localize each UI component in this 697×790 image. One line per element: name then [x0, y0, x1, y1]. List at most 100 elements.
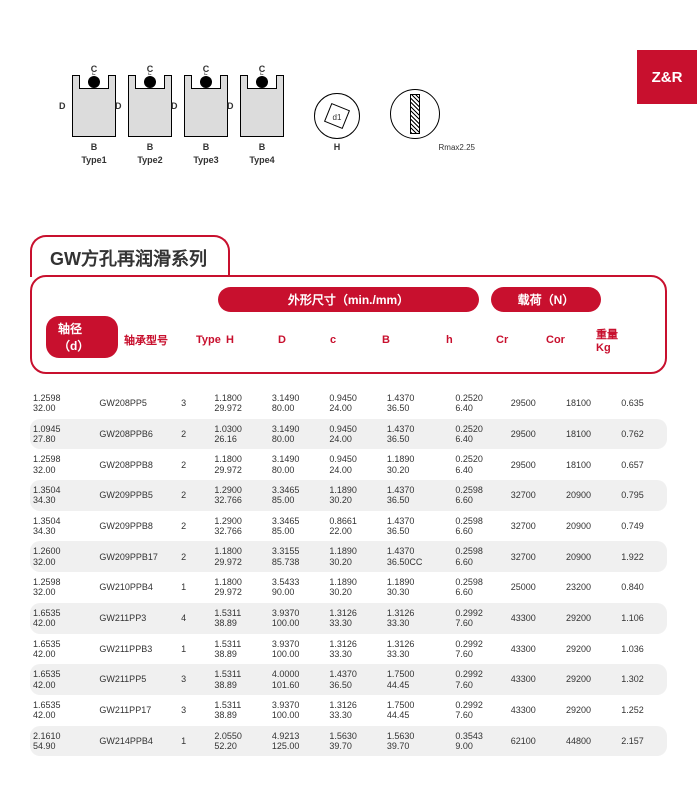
- cell-h: 0.2520 6.40: [452, 449, 507, 480]
- cell-H: 1.1800 29.972: [211, 572, 269, 603]
- cell-h: 0.2598 6.60: [452, 480, 507, 511]
- cell-Cr: 43300: [508, 603, 563, 634]
- cell-d: 2.1610 54.90: [30, 726, 96, 757]
- cell-Cr: 29500: [508, 419, 563, 450]
- cell-model: GW209PPB5: [96, 480, 178, 511]
- cell-model: GW208PPB6: [96, 419, 178, 450]
- cell-D: 4.9213 125.00: [269, 726, 327, 757]
- label-rmax: Rmax2.25: [439, 143, 475, 152]
- cell-model: GW211PP17: [96, 695, 178, 726]
- cell-B: 1.3126 33.30: [384, 634, 453, 665]
- brand-badge: Z&R: [637, 50, 697, 104]
- cell-c: 1.4370 36.50: [326, 664, 384, 695]
- cell-Cor: 29200: [563, 603, 618, 634]
- cell-Cr: 32700: [508, 511, 563, 542]
- cell-c: 0.9450 24.00: [326, 419, 384, 450]
- cell-B: 1.4370 36.50: [384, 419, 453, 450]
- cell-h: 0.2992 7.60: [452, 603, 507, 634]
- cell-Cor: 44800: [563, 726, 618, 757]
- cell-c: 1.5630 39.70: [326, 726, 384, 757]
- cell-h: 0.2598 6.60: [452, 511, 507, 542]
- table-row: 1.6535 42.00GW211PP531.5311 38.894.0000 …: [30, 664, 667, 695]
- header-col-B: B: [378, 328, 442, 346]
- cell-D: 3.5433 90.00: [269, 572, 327, 603]
- cell-D: 3.1490 80.00: [269, 449, 327, 480]
- data-table-area: 1.2598 32.00GW208PP531.1800 29.9723.1490…: [0, 374, 697, 776]
- cell-h: 0.2598 6.60: [452, 572, 507, 603]
- cell-d: 1.2598 32.00: [30, 388, 96, 419]
- cell-B: 1.4370 36.50CC: [384, 541, 453, 572]
- header-dims: 外形尺寸（min./mm）: [218, 287, 479, 312]
- cell-D: 3.9370 100.00: [269, 603, 327, 634]
- cell-type: 3: [178, 664, 211, 695]
- diagram-hex-bore: d1 H: [314, 93, 360, 165]
- cell-d: 1.2598 32.00: [30, 572, 96, 603]
- label-d1: d1: [333, 113, 342, 122]
- table-row: 1.0945 27.80GW208PPB621.0300 26.163.1490…: [30, 419, 667, 450]
- cell-type: 1: [178, 634, 211, 665]
- table-row: 1.6535 42.00GW211PP341.5311 38.893.9370 …: [30, 603, 667, 634]
- cell-type: 2: [178, 511, 211, 542]
- cell-d: 1.0945 27.80: [30, 419, 96, 450]
- cell-Kg: 1.106: [618, 603, 667, 634]
- header-col-Cr: Cr: [492, 328, 542, 346]
- cell-Cor: 23200: [563, 572, 618, 603]
- header-col-h: h: [442, 328, 492, 346]
- diagram-type4: ChDB Type4: [240, 75, 284, 165]
- header-model: 轴承型号: [120, 326, 192, 348]
- diagram-type2: ChDB Type2: [128, 75, 172, 165]
- cell-Cor: 29200: [563, 664, 618, 695]
- table-row: 1.2600 32.00GW209PPB1721.1800 29.9723.31…: [30, 541, 667, 572]
- cell-Cr: 29500: [508, 388, 563, 419]
- table-row: 1.3504 34.30GW209PPB521.2900 32.7663.346…: [30, 480, 667, 511]
- section: GW方孔再润滑系列 外形尺寸（min./mm） 载荷（N） 轴径（d） 轴承型号…: [30, 235, 667, 374]
- cell-type: 2: [178, 480, 211, 511]
- cell-D: 3.1490 80.00: [269, 419, 327, 450]
- cell-Cr: 43300: [508, 634, 563, 665]
- cell-Kg: 1.922: [618, 541, 667, 572]
- cell-Cr: 29500: [508, 449, 563, 480]
- cell-Kg: 0.635: [618, 388, 667, 419]
- cell-type: 3: [178, 695, 211, 726]
- cell-Kg: 0.840: [618, 572, 667, 603]
- cell-c: 1.1890 30.20: [326, 541, 384, 572]
- cell-Cor: 18100: [563, 388, 618, 419]
- cell-model: GW211PP3: [96, 603, 178, 634]
- cell-D: 3.1490 80.00: [269, 388, 327, 419]
- header-col-c: c: [326, 328, 378, 346]
- cell-c: 1.1890 30.20: [326, 572, 384, 603]
- cell-Cor: 20900: [563, 511, 618, 542]
- diagram-row: ChDB Type1 ChDB Type2 ChDB Type3 ChDB Ty…: [0, 0, 697, 175]
- cell-d: 1.2598 32.00: [30, 449, 96, 480]
- cell-B: 1.1890 30.30: [384, 572, 453, 603]
- table-row: 1.2598 32.00GW210PPB411.1800 29.9723.543…: [30, 572, 667, 603]
- cell-c: 1.3126 33.30: [326, 603, 384, 634]
- cell-Cr: 32700: [508, 541, 563, 572]
- cell-model: GW211PP5: [96, 664, 178, 695]
- diagram-cross-section: Rmax2.25: [390, 89, 440, 165]
- cell-type: 2: [178, 541, 211, 572]
- cell-Cor: 29200: [563, 634, 618, 665]
- cell-H: 1.1800 29.972: [211, 388, 269, 419]
- cell-B: 1.7500 44.45: [384, 664, 453, 695]
- header-load: 载荷（N）: [491, 287, 601, 312]
- cell-B: 1.3126 33.30: [384, 603, 453, 634]
- cell-model: GW209PPB8: [96, 511, 178, 542]
- cell-Kg: 2.157: [618, 726, 667, 757]
- cell-model: GW208PPB8: [96, 449, 178, 480]
- cell-c: 1.3126 33.30: [326, 634, 384, 665]
- cell-type: 3: [178, 388, 211, 419]
- cell-d: 1.3504 34.30: [30, 511, 96, 542]
- cell-D: 4.0000 101.60: [269, 664, 327, 695]
- cell-model: GW210PPB4: [96, 572, 178, 603]
- cell-B: 1.4370 36.50: [384, 480, 453, 511]
- cell-B: 1.4370 36.50: [384, 388, 453, 419]
- cell-Kg: 1.252: [618, 695, 667, 726]
- cell-H: 1.2900 32.766: [211, 511, 269, 542]
- diagram-type3: ChDB Type3: [184, 75, 228, 165]
- cell-H: 1.5311 38.89: [211, 695, 269, 726]
- header-col-H: H: [222, 328, 274, 346]
- label-H: H: [334, 142, 341, 152]
- section-title: GW方孔再润滑系列: [30, 235, 230, 277]
- data-table: 1.2598 32.00GW208PP531.1800 29.9723.1490…: [30, 388, 667, 756]
